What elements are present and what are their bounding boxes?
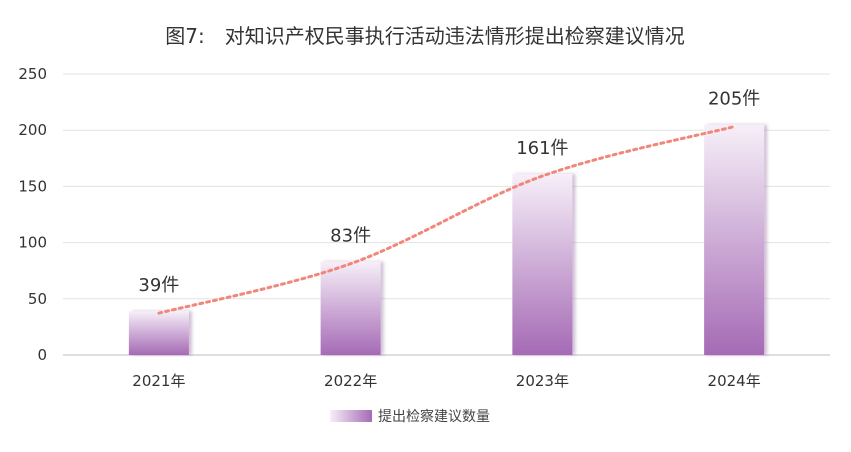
x-axis-ticks: 2021年 2022年 2023年 2024年 (132, 372, 760, 390)
x-tick-label: 2021年 (132, 372, 185, 390)
x-tick-label: 2024年 (708, 372, 761, 390)
gridlines (63, 73, 830, 300)
data-label: 161件 (516, 138, 568, 159)
y-tick-label: 200 (18, 121, 47, 139)
y-tick-label: 50 (28, 290, 47, 308)
y-tick-label: 150 (18, 177, 47, 195)
bar (128, 311, 189, 355)
legend: 提出检察建议数量 (330, 408, 490, 425)
data-label: 83件 (330, 226, 371, 247)
legend-label: 提出检察建议数量 (378, 408, 490, 425)
bars (128, 124, 765, 355)
y-tick-label: 250 (18, 65, 47, 83)
y-axis-ticks: 0 50 100 150 200 250 (18, 65, 47, 364)
y-tick-label: 100 (18, 234, 47, 252)
x-tick-label: 2022年 (324, 372, 377, 390)
y-tick-label: 0 (37, 346, 47, 364)
data-labels: 39件 83件 161件 205件 (138, 89, 760, 297)
legend-swatch (330, 410, 372, 422)
bar (704, 124, 765, 355)
data-label: 39件 (138, 275, 179, 296)
bar (320, 261, 381, 355)
trendline (157, 125, 736, 315)
bar (512, 174, 573, 355)
trend-line (157, 125, 736, 315)
chart-title: 图7: 对知识产权民事执行活动违法情形提出检察建议情况 (165, 24, 684, 48)
x-tick-label: 2023年 (516, 372, 569, 390)
data-label: 205件 (708, 89, 760, 110)
